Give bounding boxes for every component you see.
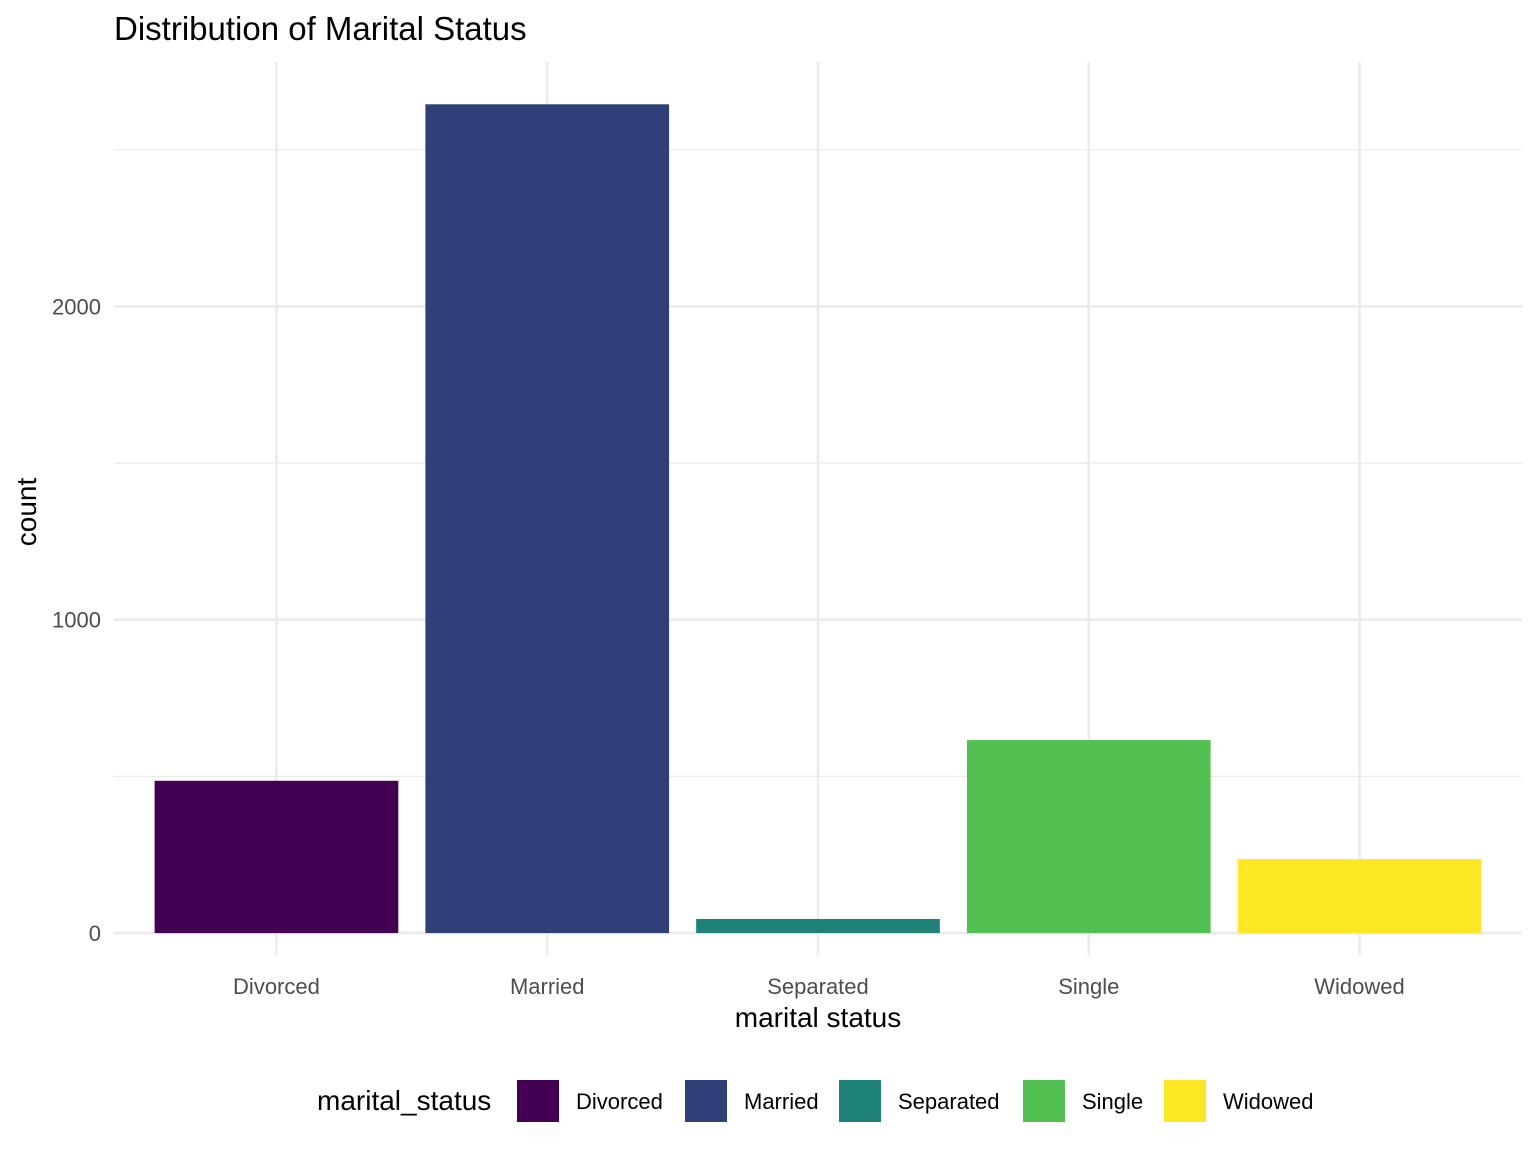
y-tick-label: 0: [89, 921, 101, 946]
bar-separated: [696, 918, 940, 934]
legend: marital_status Divorced Married Separated S…: [317, 1080, 1313, 1122]
legend-label: Divorced: [576, 1089, 663, 1114]
bars: [154, 104, 1482, 934]
legend-key-widowed: [1164, 1080, 1206, 1122]
bar-divorced: [154, 780, 399, 934]
legend-key-divorced: [517, 1080, 559, 1122]
legend-key-married: [685, 1080, 727, 1122]
legend-key-separated: [839, 1080, 881, 1122]
bar-widowed: [1237, 859, 1482, 934]
legend-label: Married: [744, 1089, 819, 1114]
y-axis-title: count: [11, 478, 42, 547]
y-tick-label: 1000: [52, 608, 101, 633]
y-tick-label: 2000: [52, 294, 101, 319]
x-tick-label: Single: [1058, 974, 1119, 999]
axis-ticks: 0 1000 2000 Divorced Married Separated Single W…: [52, 294, 1405, 999]
legend-label: Single: [1082, 1089, 1143, 1114]
x-tick-label: Divorced: [233, 974, 320, 999]
legend-key-single: [1023, 1080, 1065, 1122]
legend-title: marital_status: [317, 1085, 491, 1116]
chart-title: Distribution of Marital Status: [114, 10, 527, 47]
x-tick-label: Widowed: [1314, 974, 1404, 999]
x-tick-label: Separated: [767, 974, 869, 999]
bar-married: [425, 104, 670, 934]
legend-label: Separated: [898, 1089, 1000, 1114]
legend-label: Widowed: [1223, 1089, 1313, 1114]
x-axis-title: marital status: [735, 1002, 902, 1033]
bar-single: [966, 740, 1211, 934]
x-tick-label: Married: [510, 974, 585, 999]
